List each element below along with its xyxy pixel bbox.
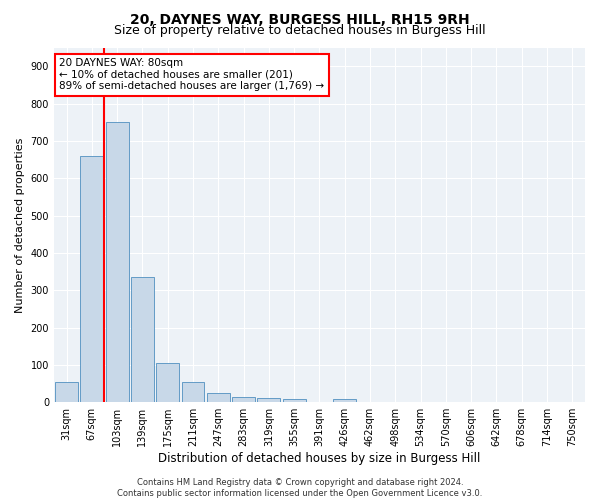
Bar bbox=[232, 396, 255, 402]
Bar bbox=[182, 382, 205, 402]
Y-axis label: Number of detached properties: Number of detached properties bbox=[15, 137, 25, 312]
Bar bbox=[334, 399, 356, 402]
Bar bbox=[257, 398, 280, 402]
Bar bbox=[207, 393, 230, 402]
Text: 20 DAYNES WAY: 80sqm
← 10% of detached houses are smaller (201)
89% of semi-deta: 20 DAYNES WAY: 80sqm ← 10% of detached h… bbox=[59, 58, 325, 92]
Bar bbox=[283, 399, 305, 402]
Text: 20, DAYNES WAY, BURGESS HILL, RH15 9RH: 20, DAYNES WAY, BURGESS HILL, RH15 9RH bbox=[130, 12, 470, 26]
Text: Contains HM Land Registry data © Crown copyright and database right 2024.
Contai: Contains HM Land Registry data © Crown c… bbox=[118, 478, 482, 498]
Bar bbox=[80, 156, 103, 402]
Bar bbox=[131, 277, 154, 402]
Bar bbox=[55, 382, 78, 402]
X-axis label: Distribution of detached houses by size in Burgess Hill: Distribution of detached houses by size … bbox=[158, 452, 481, 465]
Bar bbox=[106, 122, 128, 402]
Bar bbox=[157, 363, 179, 402]
Text: Size of property relative to detached houses in Burgess Hill: Size of property relative to detached ho… bbox=[114, 24, 486, 37]
